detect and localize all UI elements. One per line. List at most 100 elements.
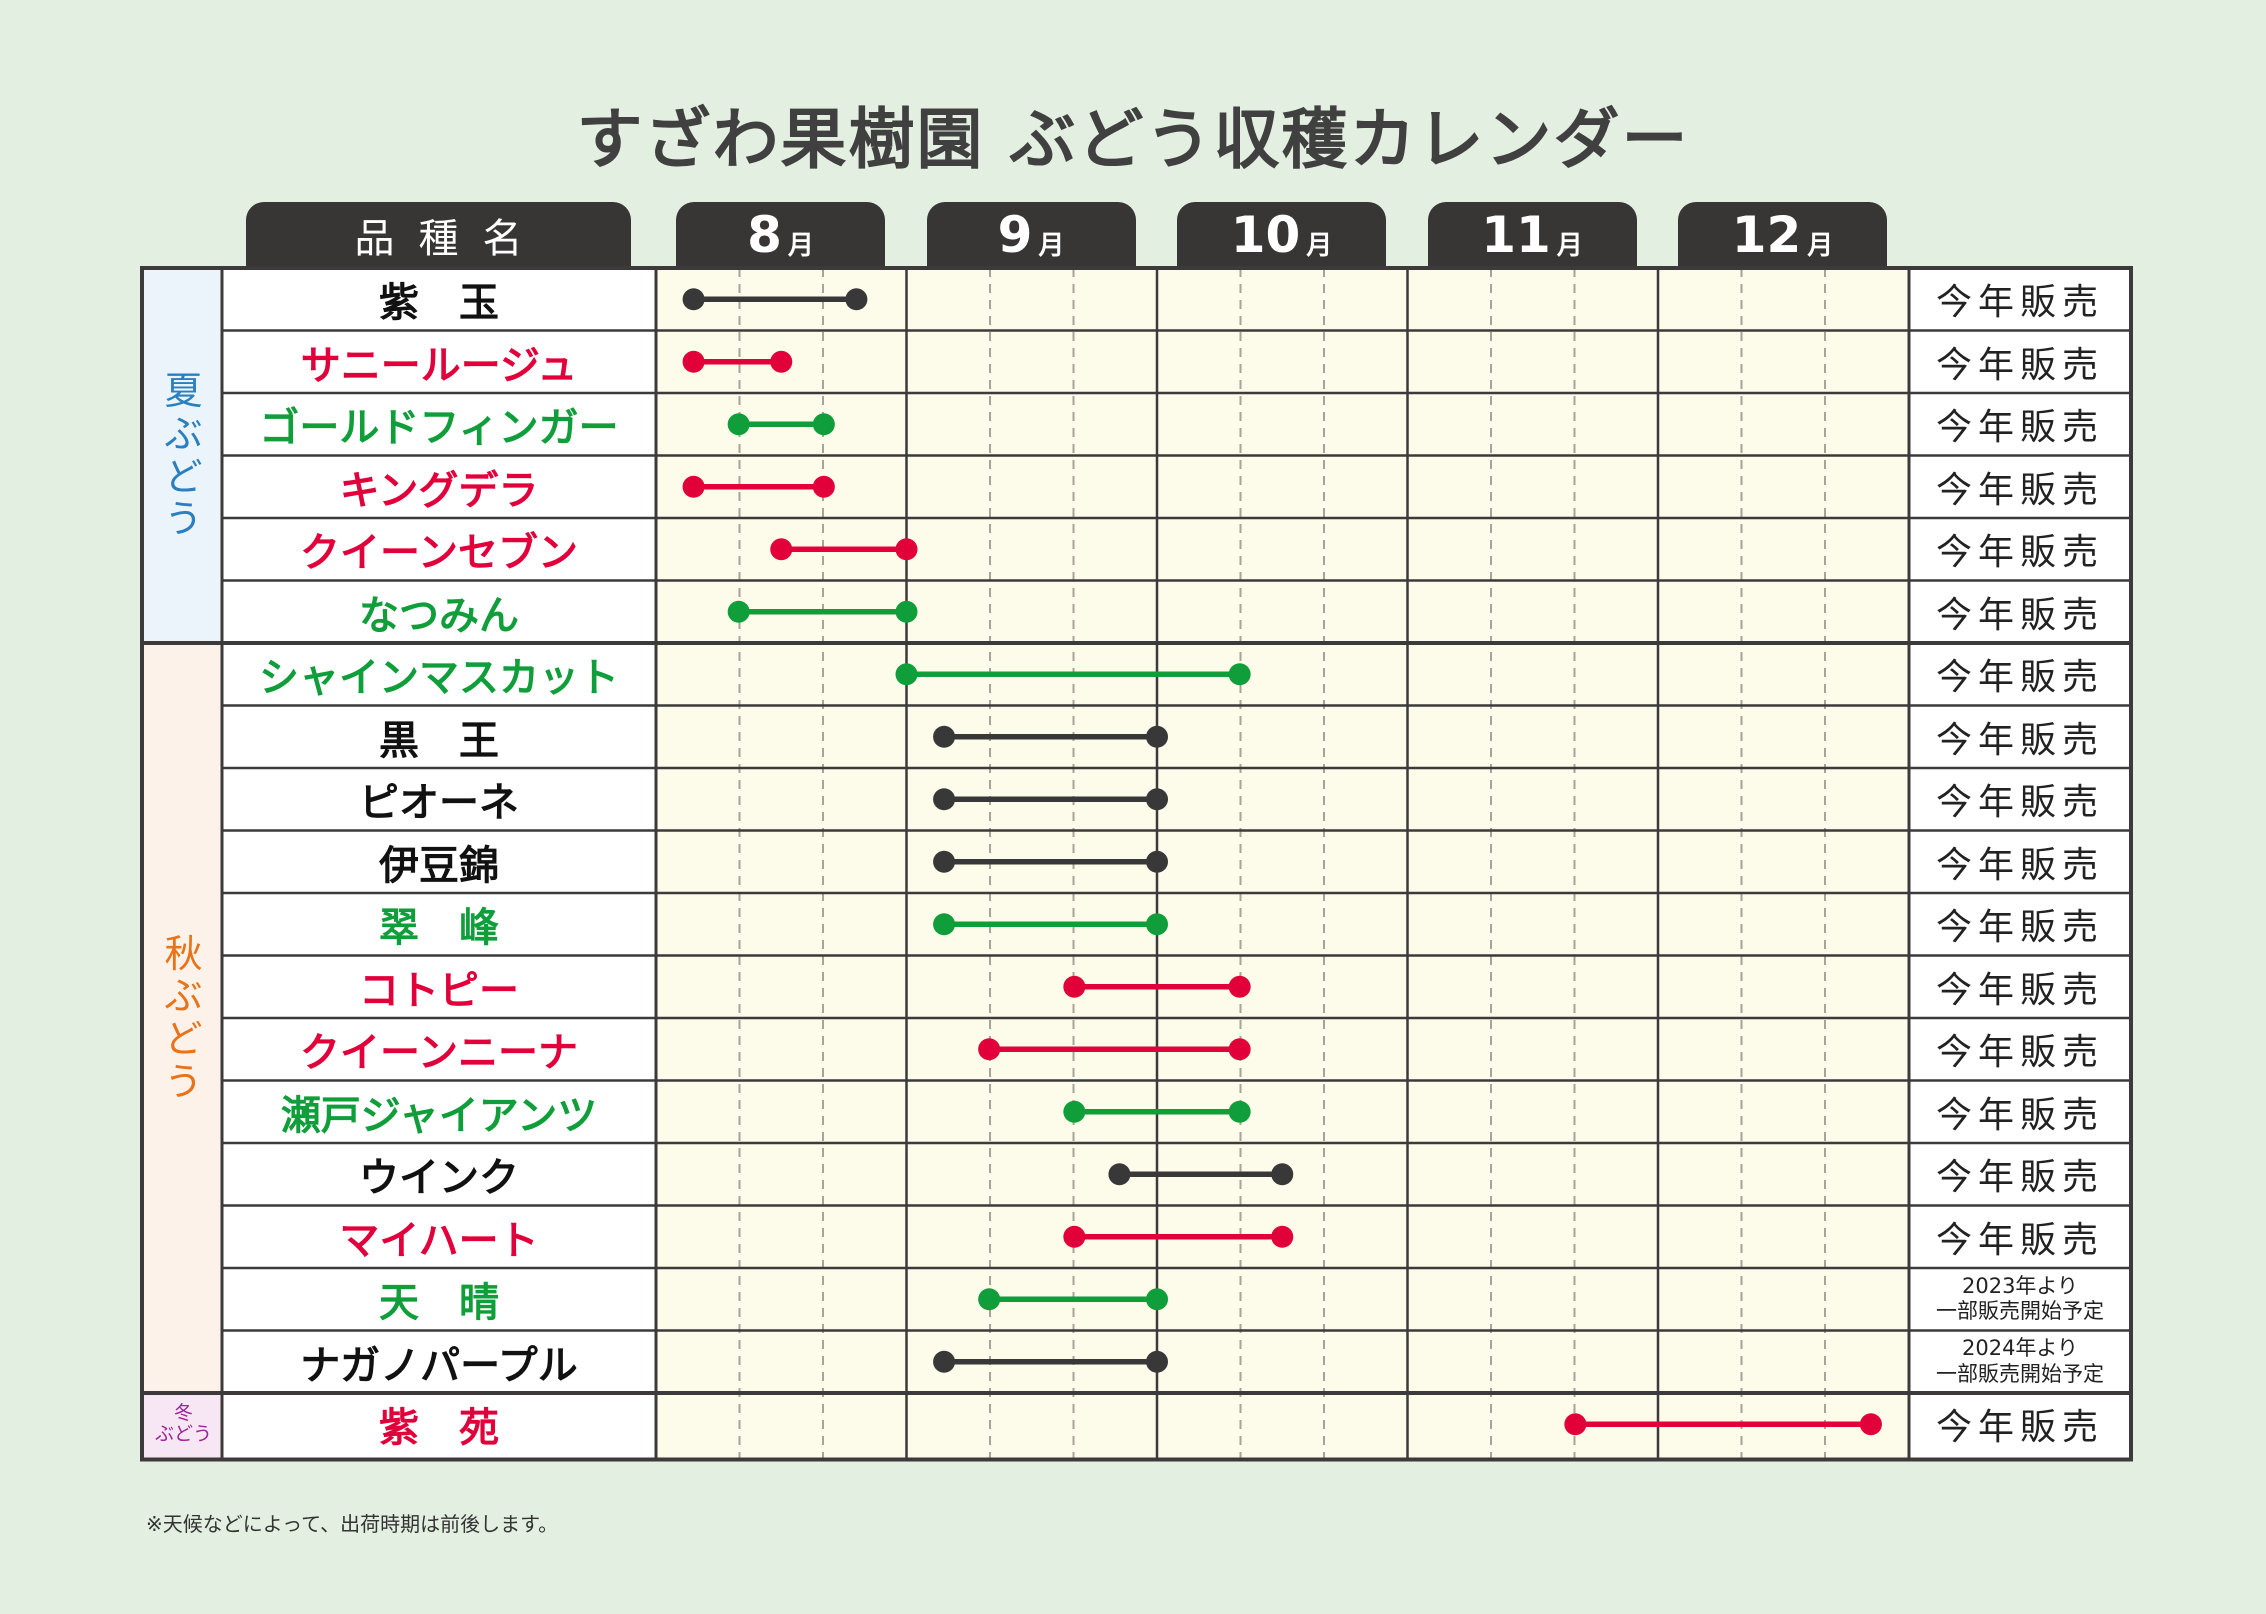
category-label: 夏ぶどう [145,268,222,643]
table-frame [140,266,2133,1462]
month-unit: 月 [1038,230,1065,261]
harvest-start-dot [895,663,918,686]
month-number: 10 [1230,206,1301,264]
harvest-start-dot [933,850,956,873]
month-number: 11 [1481,206,1551,264]
category-background [142,643,222,1393]
month-tab-11: 11 月 [1427,202,1637,268]
harvest-end-dot [895,600,918,623]
harvest-end-dot [812,413,835,436]
variety-name: ウインク [359,1155,519,1201]
category-background [142,1393,222,1460]
harvest-end-dot [1146,1350,1168,1373]
variety-name: 翠 峰 [379,905,499,951]
harvest-start-dot [1063,1100,1086,1123]
harvest-start-dot [1108,1163,1131,1186]
category-label-line: ぶ [164,974,203,1019]
harvest-start-dot [933,913,956,936]
harvest-start-dot [727,600,750,623]
variety-name: 天 晴 [379,1280,499,1326]
sales-status: 今年販売 [1935,1094,2104,1136]
harvest-start-dot [1063,1225,1086,1248]
harvest-end-dot [1146,725,1168,748]
harvest-end-dot [1228,1100,1251,1123]
sales-status: 今年販売 [1935,657,2104,698]
harvest-end-dot [845,288,868,311]
harvest-end-dot [770,350,793,373]
sales-status: 今年販売 [1935,594,2104,636]
harvest-end-dot [1228,975,1251,998]
category-label-line: 冬 [173,1401,193,1424]
sales-status: 今年販売 [1935,532,2104,573]
category-label-line: 秋 [164,931,203,976]
variety-header: 品種名 [246,202,631,268]
category-label-line: う [164,1059,203,1104]
sales-status: 今年販売 [1935,907,2104,948]
variety-name: ゴールドフィンガー [259,405,619,451]
harvest-start-dot [933,1350,956,1373]
category-label: 秋ぶどう [145,643,222,1393]
harvest-end-dot [895,538,918,561]
harvest-start-dot [727,413,750,436]
harvest-end-dot [1146,788,1168,811]
harvest-end-dot [1146,850,1168,873]
variety-name: クイーンニーナ [300,1030,578,1076]
variety-name: シャインマスカット [259,655,619,701]
category-label-line: ぶどう [154,1423,212,1446]
variety-name: 紫 苑 [379,1405,499,1451]
harvest-start-dot [682,475,705,498]
harvest-start-dot [933,788,956,811]
category-label-line: う [164,497,203,542]
month-number: 8 [747,206,782,264]
variety-name: マイハート [339,1217,539,1264]
sales-status: 今年販売 [1935,1407,2104,1448]
sales-status: 2024年より 一部販売開始予定 [1936,1336,2104,1386]
month-number: 12 [1731,206,1802,264]
variety-name: コトピー [359,967,519,1014]
month-number: 9 [997,206,1033,264]
sales-status: 2023年より 一部販売開始予定 [1936,1273,2104,1323]
sales-status: 今年販売 [1935,469,2104,511]
sales-status: 今年販売 [1935,282,2104,323]
page-title: すざわ果樹園 ぶどう収穫カレンダー [576,101,1690,178]
sales-status: 今年販売 [1935,344,2104,386]
harvest-end-dot [1146,913,1168,936]
variety-name: ピオーネ [359,780,519,826]
sales-status: 今年販売 [1935,1032,2104,1073]
sales-status: 今年販売 [1935,1219,2104,1261]
variety-name: ナガノパープル [300,1342,578,1389]
month-unit: 月 [1807,230,1834,261]
harvest-start-dot [682,288,705,311]
month-tab-10: 10 月 [1177,202,1386,268]
sales-status: 今年販売 [1935,1157,2104,1198]
category-label-line: 夏 [164,369,203,414]
variety-name: クイーンセブン [300,530,578,576]
harvest-start-dot [978,1288,1001,1311]
category-label-line: ぶ [164,411,203,456]
category-label: 冬ぶどう [145,1393,222,1456]
footnote: ※天候などによって、出荷時期は前後します。 [146,1512,559,1536]
variety-name: サニールージュ [300,342,578,389]
sales-status: 今年販売 [1935,844,2104,886]
variety-name: なつみん [359,592,519,639]
harvest-start-dot [1564,1413,1587,1436]
harvest-start-dot [933,725,956,748]
calendar-area [656,268,1909,1460]
harvest-end-dot [1859,1413,1882,1436]
harvest-end-dot [1271,1225,1294,1248]
harvest-end-dot [1228,663,1251,686]
category-background [142,268,222,643]
sales-status: 今年販売 [1935,782,2104,823]
harvest-end-dot [1228,1038,1251,1061]
category-label-line: ど [164,454,203,499]
harvest-start-dot [1063,975,1086,998]
variety-name: 瀬戸ジャイアンツ [280,1092,598,1139]
harvest-end-dot [812,475,835,498]
month-unit: 月 [1556,230,1583,261]
sales-status: 今年販売 [1935,969,2104,1011]
variety-name: キングデラ [339,467,539,514]
sales-status: 今年販売 [1935,407,2104,448]
